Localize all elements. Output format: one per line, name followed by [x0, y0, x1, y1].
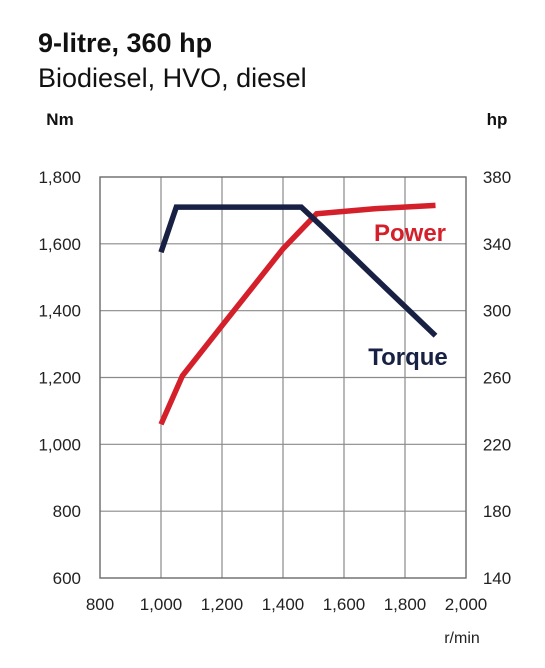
power-series-line	[158, 202, 436, 426]
torque-series-label: Torque	[368, 344, 448, 371]
series-lines	[158, 202, 438, 426]
left-tick-label: 1,000	[38, 435, 81, 454]
left-tick-label: 1,800	[38, 168, 81, 187]
left-tick-label: 1,600	[38, 235, 81, 254]
grid-lines	[99, 176, 467, 579]
right-tick-label: 220	[483, 435, 511, 454]
left-tick-label: 1,400	[38, 302, 81, 321]
right-axis-unit: hp	[487, 110, 508, 129]
power-series-label: Power	[374, 220, 446, 247]
tick-labels: 800 1,000 1,200 1,400 1,600 1,800 2,000 600 800 1…	[38, 168, 511, 614]
x-tick-label: 1,400	[262, 595, 305, 614]
x-tick-label: 800	[86, 595, 114, 614]
right-tick-label: 180	[483, 502, 511, 521]
chart-subtitle: Biodiesel, HVO, diesel	[38, 63, 307, 93]
left-tick-label: 600	[53, 569, 81, 588]
plot-frame	[99, 176, 467, 579]
right-tick-label: 340	[483, 235, 511, 254]
right-tick-label: 380	[483, 168, 511, 187]
right-tick-label: 260	[483, 369, 511, 388]
right-tick-label: 140	[483, 569, 511, 588]
left-tick-label: 800	[53, 502, 81, 521]
x-tick-label: 1,800	[384, 595, 427, 614]
x-tick-label: 1,600	[323, 595, 366, 614]
x-tick-label: 1,200	[201, 595, 244, 614]
x-tick-label: 2,000	[445, 595, 488, 614]
x-axis-unit: r/min	[444, 630, 480, 647]
x-tick-label: 1,000	[140, 595, 183, 614]
torque-series-line	[158, 204, 438, 338]
right-tick-label: 300	[483, 302, 511, 321]
left-axis-unit: Nm	[46, 110, 73, 129]
chart-title: 9-litre, 360 hp	[38, 28, 212, 58]
left-tick-label: 1,200	[38, 369, 81, 388]
